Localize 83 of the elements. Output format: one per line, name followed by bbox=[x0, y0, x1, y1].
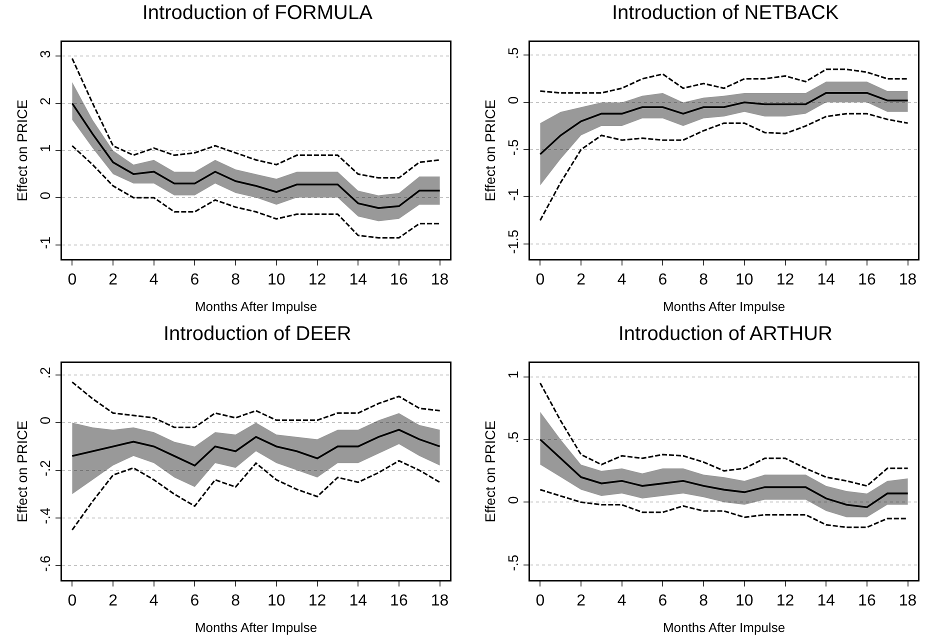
x-tick-label: 4 bbox=[617, 592, 626, 610]
y-tick-label: -.5 bbox=[504, 139, 521, 156]
y-tick-label: -1.5 bbox=[504, 230, 521, 254]
x-tick-label: 4 bbox=[149, 272, 158, 289]
x-tick-label: 12 bbox=[776, 592, 794, 610]
y-tick-label: 0 bbox=[36, 416, 53, 424]
y-axis-title: Effect on PRICE bbox=[14, 100, 30, 202]
chart-title: Introduction of DEER bbox=[163, 322, 352, 345]
x-tick-label: 14 bbox=[349, 272, 368, 289]
x-axis-title: Months After Impulse bbox=[194, 299, 318, 314]
x-tick-label: 18 bbox=[430, 592, 449, 610]
chart-title: Introduction of NETBACK bbox=[612, 2, 840, 24]
line-series bbox=[71, 144, 441, 239]
x-tick-label: 18 bbox=[898, 592, 917, 610]
y-axis-title: Effect on PRICE bbox=[482, 420, 498, 522]
x-tick-label: 8 bbox=[231, 272, 240, 289]
x-tick-label: 8 bbox=[231, 592, 240, 610]
x-tick-label: 4 bbox=[149, 592, 158, 610]
x-tick-label: 0 bbox=[536, 592, 545, 610]
y-tick-label: -.2 bbox=[36, 460, 53, 476]
x-tick-label: 14 bbox=[349, 592, 368, 610]
y-tick-label: 3 bbox=[36, 50, 53, 58]
x-tick-label: 12 bbox=[776, 272, 794, 289]
y-tick-label: 2 bbox=[36, 97, 53, 106]
y-tick-label: -1 bbox=[36, 236, 53, 249]
x-axis-title: Months After Impulse bbox=[194, 620, 318, 636]
line-series bbox=[539, 68, 909, 94]
x-tick-label: 10 bbox=[268, 592, 286, 610]
x-axis-title: Months After Impulse bbox=[662, 299, 786, 314]
line-series bbox=[71, 381, 441, 428]
line-series bbox=[539, 92, 909, 156]
x-tick-label: 16 bbox=[390, 592, 408, 610]
chart-title: Introduction of FORMULA bbox=[142, 2, 374, 24]
line-series bbox=[71, 58, 441, 179]
y-tick-label: -.6 bbox=[36, 555, 53, 572]
x-tick-label: 16 bbox=[390, 272, 408, 289]
y-tick-label: -.4 bbox=[36, 508, 53, 524]
x-tick-label: 12 bbox=[308, 272, 326, 289]
x-tick-label: 18 bbox=[898, 272, 917, 289]
y-tick-label: .5 bbox=[504, 431, 521, 444]
y-tick-label: -.5 bbox=[504, 554, 521, 572]
x-tick-label: 10 bbox=[736, 272, 754, 289]
y-tick-label: .2 bbox=[36, 366, 53, 379]
y-tick-label: 0 bbox=[504, 496, 521, 504]
x-tick-label: 2 bbox=[576, 592, 586, 610]
x-tick-label: 10 bbox=[736, 592, 754, 610]
y-axis-title: Effect on PRICE bbox=[14, 420, 30, 522]
y-tick-label: -1 bbox=[504, 188, 521, 201]
x-axis-title: Months After Impulse bbox=[662, 620, 786, 636]
x-tick-label: 2 bbox=[108, 592, 118, 610]
line-series bbox=[71, 102, 441, 209]
y-tick-label: 0 bbox=[36, 191, 53, 200]
x-tick-label: 6 bbox=[658, 272, 668, 289]
y-tick-label: 1 bbox=[504, 370, 521, 379]
x-tick-label: 6 bbox=[190, 592, 200, 610]
y-tick-label: .5 bbox=[504, 47, 521, 59]
y-tick-label: 1 bbox=[36, 144, 53, 152]
x-tick-label: 16 bbox=[858, 592, 876, 610]
line-series bbox=[539, 112, 909, 222]
x-tick-label: 0 bbox=[536, 272, 545, 289]
x-tick-label: 8 bbox=[699, 272, 708, 289]
x-tick-label: 12 bbox=[308, 592, 326, 610]
x-tick-label: 0 bbox=[68, 272, 77, 289]
x-tick-label: 2 bbox=[576, 272, 586, 289]
chart-title: Introduction of ARTHUR bbox=[618, 322, 832, 345]
x-tick-label: 10 bbox=[268, 272, 286, 289]
x-tick-label: 2 bbox=[108, 272, 118, 289]
y-tick-label: 0 bbox=[504, 96, 521, 104]
line-series bbox=[71, 460, 441, 531]
x-tick-label: 0 bbox=[68, 592, 77, 610]
x-tick-label: 4 bbox=[617, 272, 626, 289]
line-series bbox=[539, 438, 909, 508]
x-tick-label: 6 bbox=[658, 592, 668, 610]
x-tick-label: 16 bbox=[858, 272, 876, 289]
y-axis-title: Effect on PRICE bbox=[482, 100, 498, 202]
x-tick-label: 14 bbox=[817, 272, 836, 289]
x-tick-label: 6 bbox=[190, 272, 200, 289]
x-tick-label: 8 bbox=[699, 592, 708, 610]
line-series bbox=[71, 428, 441, 466]
x-tick-label: 14 bbox=[817, 592, 836, 610]
line-series bbox=[539, 382, 909, 487]
x-tick-label: 18 bbox=[430, 272, 449, 289]
line-series bbox=[539, 488, 909, 528]
